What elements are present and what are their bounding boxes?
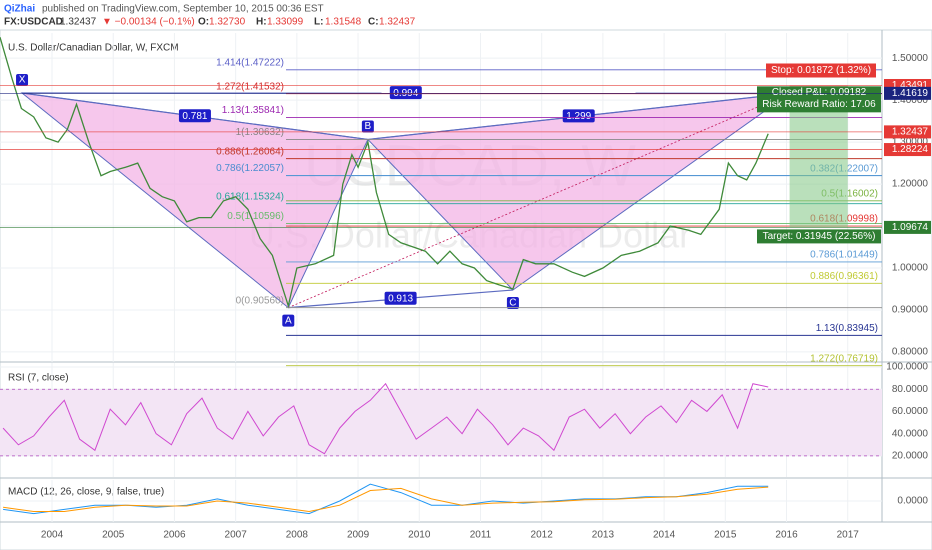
fib-label: 0.786(1.01449) — [810, 250, 878, 261]
ohlc-value: 1.32437 — [379, 17, 416, 28]
fib-label: 1(1.30632) — [236, 127, 284, 138]
fib-label: 0.886(1.26064) — [216, 146, 284, 157]
fib-label: 0.886(0.96361) — [810, 271, 878, 282]
y-tick-label: 0.90000 — [892, 305, 929, 316]
x-tick-label: 2012 — [531, 530, 554, 541]
ohlc-label: C: — [368, 17, 379, 28]
price-line — [0, 37, 769, 309]
target-label-box — [757, 229, 881, 244]
y-tick-label: 100.0000 — [886, 362, 928, 373]
ratio-label: 0.781 — [182, 111, 207, 122]
ohlc-label: L: — [314, 17, 323, 28]
point-label: A — [285, 315, 292, 326]
panel: 100.0000 80.0000 60.0000 40.0000 20.0000 — [0, 362, 928, 462]
price-tag — [884, 220, 931, 234]
x-tick-label: 2014 — [653, 530, 676, 541]
y-tick-label: 1.40000 — [892, 95, 929, 106]
price-tag — [884, 143, 931, 157]
fib-label: 0.618(1.15324) — [216, 191, 284, 202]
change: ▼ −0.00134 (−0.1%) — [102, 17, 195, 28]
rsi-title: RSI (7, close) — [8, 373, 69, 384]
x-tick-label: 2015 — [714, 530, 737, 541]
point-box — [282, 314, 295, 327]
x-tick-label: 2009 — [347, 530, 370, 541]
fib-label: 0.5(1.10596) — [227, 211, 284, 222]
target-label: Target: 0.31945 (22.56%) — [763, 231, 876, 242]
chart-title: U.S. Dollar/Canadian Dollar, W, FXCM — [8, 43, 179, 54]
point-box — [506, 296, 519, 309]
x-tick-label: 2004 — [41, 530, 64, 541]
fib-label: 1.414(1.47222) — [216, 57, 284, 68]
last-price: 1.32437 — [60, 17, 97, 28]
author[interactable]: QiZhai — [4, 4, 35, 15]
y-tick-label: 1.20000 — [892, 179, 929, 190]
series-line — [3, 486, 769, 513]
y-tick-label: 20.0000 — [892, 451, 929, 462]
pnl-box — [757, 86, 881, 113]
ohlc-value: 1.33099 — [267, 17, 304, 28]
price-tag — [884, 86, 931, 100]
ohlc-label: O: — [198, 17, 209, 28]
price-tag-label: 1.28224 — [892, 144, 929, 155]
point-label: B — [365, 121, 372, 132]
x-tick-label: 2013 — [592, 530, 615, 541]
point-label: C — [509, 298, 516, 309]
x-tick-label: 2011 — [470, 530, 492, 541]
y-tick-label: 1.30000 — [892, 137, 929, 148]
price-tag-label: 1.43491 — [892, 80, 929, 91]
series-line — [2, 382, 769, 455]
macd-title: MACD (12, 26, close, 9, false, true) — [8, 487, 164, 498]
y-tick-label: 80.0000 — [892, 384, 929, 395]
y-tick-label: 1.50000 — [892, 53, 929, 64]
x-tick-label: 2016 — [775, 530, 798, 541]
fib-label: 1.13(1.35841) — [222, 105, 284, 116]
point-box — [361, 120, 374, 133]
symbol: FX:USDCAD — [4, 17, 63, 28]
y-tick-label: 0.0000 — [897, 496, 928, 507]
fib-label: 1.272(0.76719) — [810, 353, 878, 364]
price-tag-label: 1.09674 — [892, 222, 929, 233]
target-zone — [789, 93, 848, 228]
panel: 0.0000 — [0, 483, 928, 515]
ohlc-label: H: — [256, 17, 267, 28]
ratio-box — [562, 109, 595, 123]
rr-label: Risk Reward Ratio: 17.06 — [762, 99, 876, 110]
ratio-box — [178, 109, 211, 123]
fib-label: 0(0.90560) — [236, 295, 284, 306]
x-tick-label: 2010 — [408, 530, 431, 541]
price-tag-label: 1.41619 — [892, 88, 929, 99]
stop-label-box — [766, 63, 876, 78]
x-tick-label: 2008 — [286, 530, 309, 541]
fib-label: 0.5(1.16002) — [821, 188, 878, 199]
ratio-label: 1.299 — [566, 111, 591, 122]
x-tick-label: 2017 — [837, 530, 860, 541]
stop-label: Stop: 0.01872 (1.32%) — [771, 65, 871, 76]
y-tick-label: 0.80000 — [892, 347, 929, 358]
ratio-label: 0.913 — [388, 293, 413, 304]
point-box — [16, 74, 29, 87]
x-tick-label: 2007 — [225, 530, 248, 541]
y-tick-label: 40.0000 — [892, 428, 929, 439]
price-tag — [884, 125, 931, 139]
fib-label: 1.13(0.83945) — [816, 323, 878, 334]
price-tag-label: 1.32437 — [892, 127, 929, 138]
ratio-box — [384, 291, 417, 305]
rsi-band — [0, 389, 882, 456]
ohlc-value: 1.32730 — [209, 17, 246, 28]
y-tick-label: 1.00000 — [892, 263, 929, 274]
point-label: X — [19, 75, 26, 86]
panel: 1.500001.400001.300001.200001.100001.000… — [0, 33, 931, 541]
fib-label: 1.272(1.41532) — [216, 81, 284, 92]
ratio-box — [389, 86, 422, 100]
ohlc-value: 1.31548 — [325, 17, 362, 28]
y-tick-label: 60.0000 — [892, 406, 929, 417]
fib-label: 0.786(1.22057) — [216, 163, 284, 174]
published: published on TradingView.com, September … — [42, 4, 324, 15]
pnl-label: Closed P&L: 0.09182 — [772, 87, 867, 98]
x-tick-label: 2006 — [163, 530, 186, 541]
x-tick-label: 2005 — [102, 530, 125, 541]
